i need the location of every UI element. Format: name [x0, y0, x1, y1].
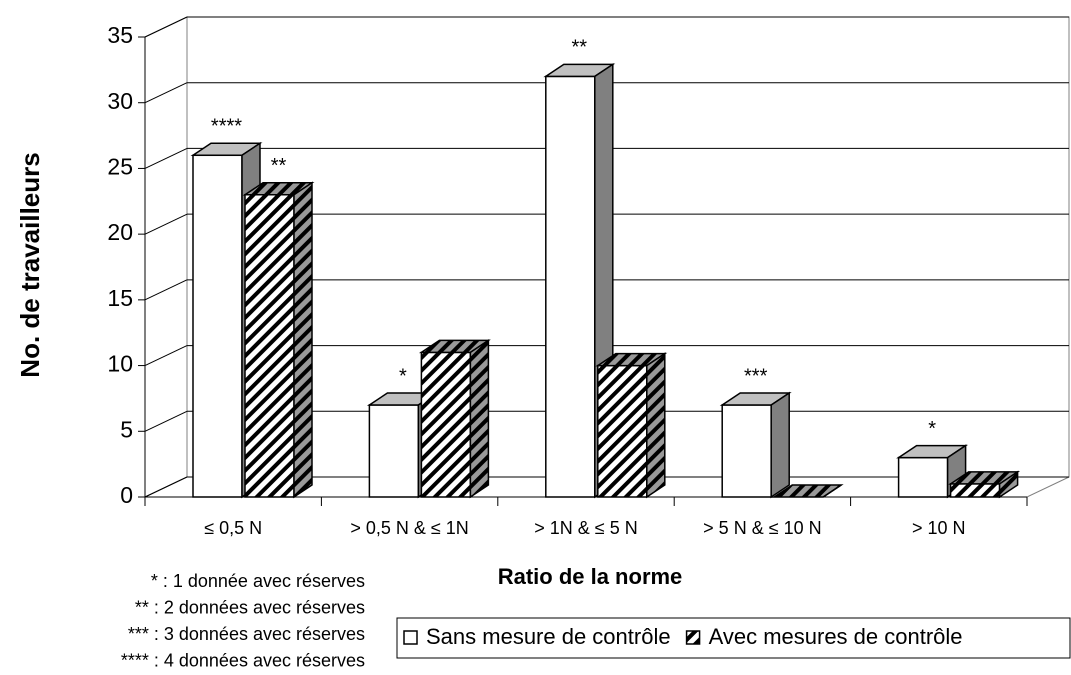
bar-side: [998, 470, 1019, 499]
annotation: *: [928, 418, 936, 440]
grid-line-side: [144, 82, 188, 104]
bar-side: [293, 181, 313, 499]
annotation: **: [572, 37, 588, 59]
annotation: ****: [211, 116, 242, 138]
bar-front: [721, 404, 772, 498]
bar-front: [597, 364, 648, 498]
y-tick-label: 30: [107, 88, 133, 114]
bar-side: [822, 484, 842, 498]
x-tick-label: > 0,5 N & ≤ 1N: [350, 518, 468, 538]
x-tick-label: > 10 N: [912, 518, 966, 538]
legend-box: [396, 617, 1071, 659]
grid-line-side: [144, 16, 188, 38]
bar-front: [368, 404, 420, 498]
bar-side: [770, 391, 790, 499]
legend-label: Avec mesures de contrôle: [709, 624, 963, 649]
bar-front: [420, 351, 472, 498]
grid-line-side: [144, 476, 188, 498]
footnote: * : 1 donnée avec réserves: [151, 571, 365, 591]
y-tick-label: 5: [120, 416, 133, 442]
y-tick-label: 20: [107, 219, 133, 245]
x-tick-label: ≤ 0,5 N: [204, 518, 262, 538]
grid-line-side: [144, 279, 188, 301]
legend-label: Sans mesure de contrôle: [426, 624, 671, 649]
grid-line-side: [144, 147, 188, 169]
footnote: ** : 2 données avec réserves: [135, 597, 365, 617]
bar-front: [897, 456, 949, 498]
annotation: **: [271, 155, 287, 177]
x-tick-label: > 1N & ≤ 5 N: [534, 518, 637, 538]
bar-side: [646, 352, 666, 499]
legend-swatch: [685, 630, 701, 645]
footnote: *** : 3 données avec réserves: [128, 624, 365, 644]
y-tick-label: 35: [107, 22, 133, 48]
grid-line-side: [144, 410, 188, 432]
left-wall: [144, 16, 188, 498]
x-tick-label: > 5 N & ≤ 10 N: [703, 518, 821, 538]
bar-front: [949, 483, 1001, 498]
annotation: ***: [744, 365, 768, 387]
y-tick-label: 10: [107, 351, 133, 377]
y-axis-label: No. de travailleurs: [15, 152, 45, 377]
grid-line-side: [144, 345, 188, 367]
x-axis-label: Ratio de la norme: [498, 564, 683, 589]
bar-front: [545, 75, 596, 498]
bar-front: [244, 193, 295, 498]
bar-side: [469, 339, 490, 499]
annotation: *: [399, 365, 407, 387]
bar-front: [192, 154, 243, 498]
legend-swatch: [403, 630, 418, 645]
y-tick-label: 15: [107, 285, 133, 311]
y-tick-label: 0: [120, 482, 133, 508]
y-tick-label: 25: [107, 154, 133, 180]
grid-line-side: [144, 213, 188, 235]
footnote: **** : 4 données avec réserves: [121, 650, 365, 670]
